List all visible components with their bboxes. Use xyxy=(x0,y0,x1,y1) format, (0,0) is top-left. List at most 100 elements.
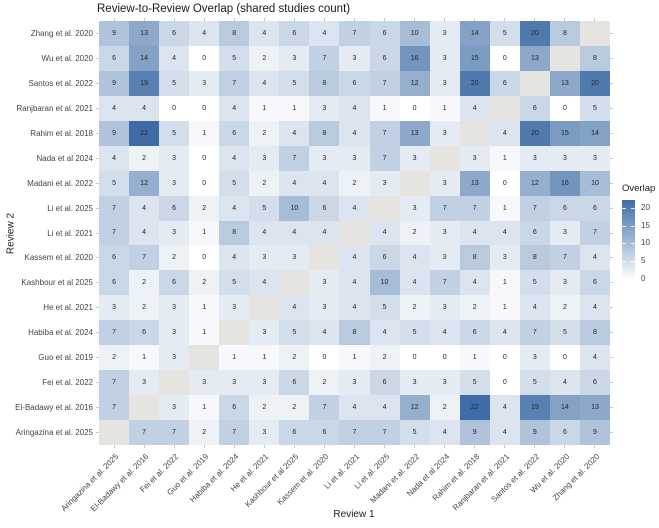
heatmap-cell: 3 xyxy=(249,245,280,271)
heatmap-cell: 6 xyxy=(99,45,130,71)
heatmap-cell xyxy=(279,270,310,296)
heatmap-cell: 4 xyxy=(309,21,340,46)
heatmap-cell: 2 xyxy=(129,295,160,321)
heatmap-cell: 4 xyxy=(279,220,310,246)
heatmap-cell: 6 xyxy=(579,370,610,396)
heatmap-cell: 2 xyxy=(189,270,220,296)
y-axis-tick xyxy=(96,57,99,59)
y-axis-tick-right xyxy=(610,432,613,434)
heatmap-cell: 3 xyxy=(159,295,190,321)
heatmap-cell: 6 xyxy=(279,370,310,396)
y-axis-tick xyxy=(96,207,99,209)
heatmap-cell: 3 xyxy=(219,295,250,321)
heatmap-cell: 4 xyxy=(489,320,520,346)
heatmap-cell: 1 xyxy=(249,345,280,371)
heatmap-cell: 16 xyxy=(549,170,580,196)
x-axis-tick-top xyxy=(354,18,355,21)
heatmap-cell: 0 xyxy=(429,345,460,371)
y-axis-tick xyxy=(96,432,99,434)
heatmap-cell: 0 xyxy=(399,95,430,121)
heatmap-cell: 13 xyxy=(519,45,550,71)
heatmap-cell: 4 xyxy=(549,370,580,396)
heatmap-cell: 1 xyxy=(129,345,160,371)
heatmap-cell: 4 xyxy=(519,295,550,321)
legend-tick-mark xyxy=(622,261,626,263)
heatmap-cell: 1 xyxy=(489,145,520,171)
heatmap-cell: 1 xyxy=(189,395,220,421)
heatmap-cell: 4 xyxy=(489,395,520,421)
heatmap-cell: 0 xyxy=(489,45,520,71)
x-axis-tick xyxy=(534,445,536,448)
heatmap-cell: 6 xyxy=(579,195,610,221)
heatmap-cell: 3 xyxy=(549,220,580,246)
legend-tick-mark xyxy=(622,225,626,227)
heatmap-cell: 6 xyxy=(279,420,310,445)
heatmap-cell: 3 xyxy=(429,170,460,196)
heatmap-cell: 7 xyxy=(369,70,400,96)
heatmap-cell xyxy=(429,145,460,171)
x-axis-tick xyxy=(474,445,476,448)
heatmap-cell: 5 xyxy=(219,170,250,196)
y-axis-tick xyxy=(96,407,99,409)
legend-tick-mark xyxy=(631,207,635,209)
heatmap-cell: 3 xyxy=(159,320,190,346)
heatmap-cell xyxy=(549,45,580,71)
heatmap-cell: 8 xyxy=(549,21,580,46)
x-axis-tick xyxy=(594,445,596,448)
heatmap-cell: 5 xyxy=(459,370,490,396)
heatmap-cell: 4 xyxy=(309,170,340,196)
legend-title: Overlap xyxy=(622,183,656,194)
heatmap-cell: 9 xyxy=(99,21,130,46)
y-axis-label: Kashbour et al 2025 xyxy=(21,278,93,288)
heatmap-cell: 3 xyxy=(399,195,430,221)
legend-tick-label: 0 xyxy=(641,274,646,283)
heatmap-cell xyxy=(249,295,280,321)
y-axis-tick-right xyxy=(610,382,613,384)
heatmap-cell: 7 xyxy=(129,245,160,271)
heatmap-cell: 4 xyxy=(489,120,520,146)
legend-tick-mark xyxy=(631,243,635,245)
heatmap-cell: 3 xyxy=(279,45,310,71)
heatmap-cell: 3 xyxy=(549,270,580,296)
heatmap-cell: 3 xyxy=(309,295,340,321)
heatmap-cell: 8 xyxy=(219,21,250,46)
heatmap-cell: 7 xyxy=(579,220,610,246)
x-axis-title: Review 1 xyxy=(333,509,375,520)
heatmap-cell: 6 xyxy=(549,195,580,221)
heatmap-cell: 4 xyxy=(489,220,520,246)
heatmap-cell: 4 xyxy=(369,320,400,346)
legend-tick-label: 5 xyxy=(641,256,646,266)
y-axis-label: Madani et al. 2022 xyxy=(27,178,93,188)
heatmap-cell: 2 xyxy=(249,395,280,421)
heatmap-cell xyxy=(399,170,430,196)
x-axis-tick-top xyxy=(504,18,506,21)
y-axis-label: He et al. 2021 xyxy=(43,303,93,313)
y-axis-tick-right xyxy=(610,182,613,184)
heatmap-cell: 5 xyxy=(519,370,550,396)
heatmap-cell: 4 xyxy=(309,320,340,346)
heatmap-cell: 2 xyxy=(249,45,280,71)
heatmap-cell: 0 xyxy=(399,345,430,371)
x-axis-tick-top xyxy=(173,18,175,21)
heatmap-cell: 6 xyxy=(99,245,130,271)
heatmap-cell: 5 xyxy=(549,320,580,346)
heatmap-cell: 6 xyxy=(549,420,580,445)
heatmap-cell: 4 xyxy=(129,95,160,121)
heatmap-cell: 3 xyxy=(99,295,130,321)
y-axis-tick-right xyxy=(610,132,613,134)
heatmap-cell: 7 xyxy=(99,195,130,221)
y-axis-tick-right xyxy=(610,282,613,284)
heatmap-cell: 22 xyxy=(459,395,490,421)
heatmap-cell: 1 xyxy=(489,195,520,221)
heatmap-cell: 3 xyxy=(429,45,460,71)
heatmap-cell: 19 xyxy=(519,395,550,421)
heatmap-cell: 4 xyxy=(159,45,190,71)
heatmap-cell: 6 xyxy=(369,245,400,271)
y-axis-label: Guo et al. 2019 xyxy=(38,353,93,363)
heatmap-cell: 6 xyxy=(309,195,340,221)
heatmap-cell: 2 xyxy=(279,345,310,371)
heatmap-cell: 0 xyxy=(189,145,220,171)
heatmap-cell: 4 xyxy=(189,21,220,46)
heatmap-cell: 7 xyxy=(369,120,400,146)
